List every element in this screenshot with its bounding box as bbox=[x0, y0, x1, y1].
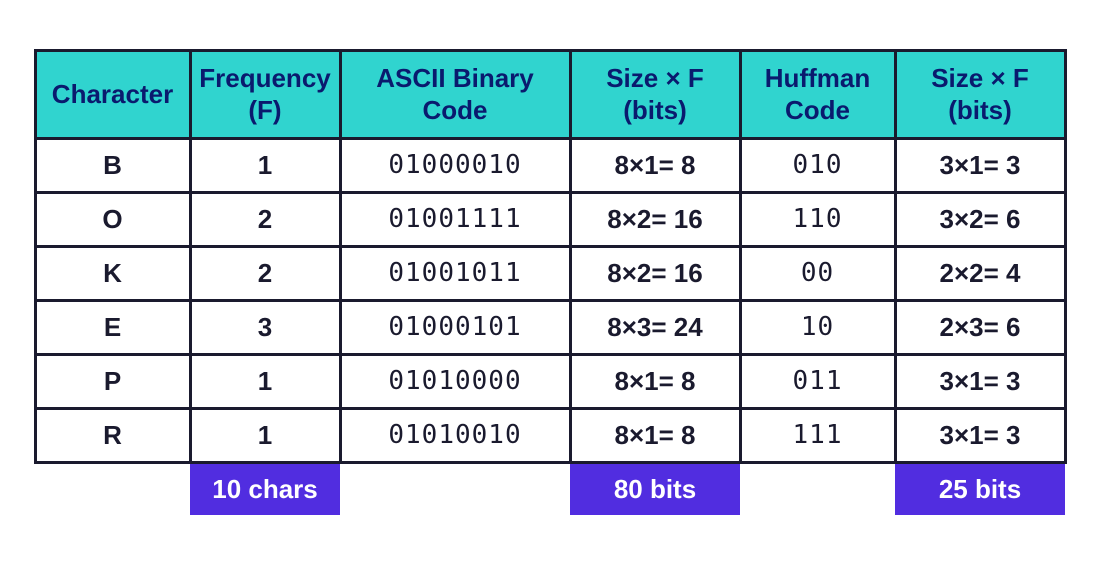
table-body: B1010000108×1= 80103×1= 3O2010011118×2= … bbox=[35, 138, 1065, 515]
cell-frequency: 1 bbox=[190, 138, 340, 192]
cell-ascii: 01001111 bbox=[340, 192, 570, 246]
table-row: E3010001018×3= 24102×3= 6 bbox=[35, 300, 1065, 354]
header-frequency: Frequency(F) bbox=[190, 50, 340, 138]
cell-ascii-size: 8×3= 24 bbox=[570, 300, 740, 354]
cell-character: E bbox=[35, 300, 190, 354]
cell-huff-size: 2×2= 4 bbox=[895, 246, 1065, 300]
cell-huffman: 10 bbox=[740, 300, 895, 354]
cell-character: K bbox=[35, 246, 190, 300]
cell-huffman: 00 bbox=[740, 246, 895, 300]
cell-frequency: 2 bbox=[190, 246, 340, 300]
header-ascii: ASCII BinaryCode bbox=[340, 50, 570, 138]
cell-character: P bbox=[35, 354, 190, 408]
table-row: K2010010118×2= 16002×2= 4 bbox=[35, 246, 1065, 300]
cell-huffman: 110 bbox=[740, 192, 895, 246]
cell-frequency: 3 bbox=[190, 300, 340, 354]
cell-character: R bbox=[35, 408, 190, 462]
summary-blank-1 bbox=[35, 462, 190, 515]
table-row: O2010011118×2= 161103×2= 6 bbox=[35, 192, 1065, 246]
cell-huff-size: 2×3= 6 bbox=[895, 300, 1065, 354]
cell-huffman: 010 bbox=[740, 138, 895, 192]
cell-character: O bbox=[35, 192, 190, 246]
cell-huff-size: 3×1= 3 bbox=[895, 354, 1065, 408]
cell-frequency: 1 bbox=[190, 408, 340, 462]
header-huffman: HuffmanCode bbox=[740, 50, 895, 138]
cell-ascii-size: 8×1= 8 bbox=[570, 138, 740, 192]
summary-blank-2 bbox=[340, 462, 570, 515]
cell-ascii: 01010000 bbox=[340, 354, 570, 408]
table-row: B1010000108×1= 80103×1= 3 bbox=[35, 138, 1065, 192]
huffman-comparison-table: Character Frequency(F) ASCII BinaryCode … bbox=[34, 49, 1067, 515]
header-row: Character Frequency(F) ASCII BinaryCode … bbox=[35, 50, 1065, 138]
cell-ascii-size: 8×2= 16 bbox=[570, 246, 740, 300]
cell-ascii-size: 8×1= 8 bbox=[570, 354, 740, 408]
summary-blank-3 bbox=[740, 462, 895, 515]
cell-frequency: 2 bbox=[190, 192, 340, 246]
header-ascii-size: Size × F(bits) bbox=[570, 50, 740, 138]
summary-row: 10 chars 80 bits 25 bits bbox=[35, 462, 1065, 515]
cell-ascii: 01000010 bbox=[340, 138, 570, 192]
cell-huffman: 111 bbox=[740, 408, 895, 462]
cell-huff-size: 3×1= 3 bbox=[895, 138, 1065, 192]
header-character: Character bbox=[35, 50, 190, 138]
table-row: P1010100008×1= 80113×1= 3 bbox=[35, 354, 1065, 408]
cell-ascii: 01001011 bbox=[340, 246, 570, 300]
summary-huff: 25 bits bbox=[895, 462, 1065, 515]
summary-freq: 10 chars bbox=[190, 462, 340, 515]
cell-huff-size: 3×2= 6 bbox=[895, 192, 1065, 246]
cell-character: B bbox=[35, 138, 190, 192]
cell-huffman: 011 bbox=[740, 354, 895, 408]
summary-ascii: 80 bits bbox=[570, 462, 740, 515]
cell-frequency: 1 bbox=[190, 354, 340, 408]
cell-huff-size: 3×1= 3 bbox=[895, 408, 1065, 462]
cell-ascii-size: 8×1= 8 bbox=[570, 408, 740, 462]
header-huff-size: Size × F(bits) bbox=[895, 50, 1065, 138]
cell-ascii: 01000101 bbox=[340, 300, 570, 354]
cell-ascii: 01010010 bbox=[340, 408, 570, 462]
table-row: R1010100108×1= 81113×1= 3 bbox=[35, 408, 1065, 462]
cell-ascii-size: 8×2= 16 bbox=[570, 192, 740, 246]
